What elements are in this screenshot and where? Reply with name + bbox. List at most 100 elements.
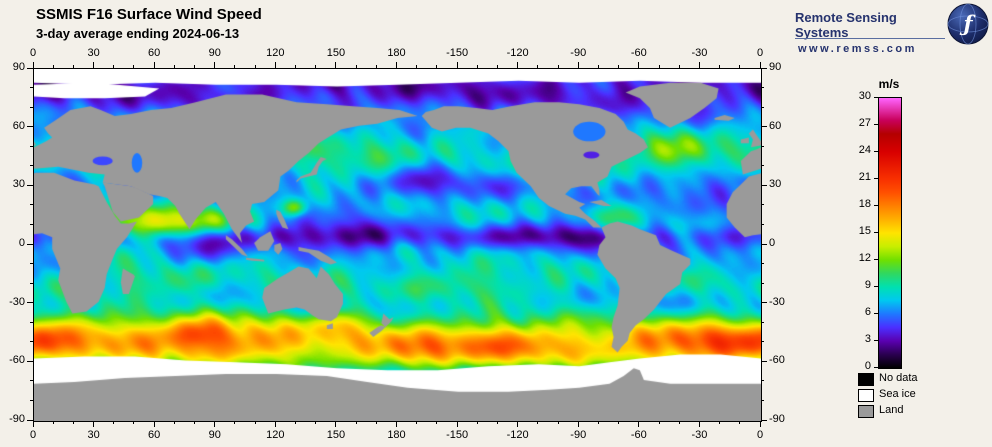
colorbar-tick-label: 21 <box>858 171 871 183</box>
lon-axis-label: 180 <box>387 47 406 59</box>
lat-axis-label: 0 <box>769 237 776 249</box>
lon-axis-tick <box>335 62 337 68</box>
lat-axis-tick <box>27 126 33 128</box>
lon-axis-tick <box>658 65 660 68</box>
remss-globe-icon: ƒ <box>947 3 989 45</box>
lon-axis-tick <box>274 62 276 68</box>
land-swatch <box>858 405 874 418</box>
remss-logo-name: Remote Sensing Systems <box>795 10 897 40</box>
lon-axis-tick <box>416 65 418 68</box>
colorbar-tick-label: 12 <box>858 252 871 264</box>
colorbar-tick <box>874 258 878 260</box>
lat-axis-tick <box>30 145 33 147</box>
colorbar-tick-label: 15 <box>858 225 871 237</box>
lon-axis-tick <box>214 421 216 427</box>
lon-axis-label: 0 <box>29 429 37 441</box>
lon-axis-label: -30 <box>691 429 708 441</box>
lat-axis-tick <box>27 302 33 304</box>
lon-axis-tick <box>153 62 155 68</box>
lat-axis-tick <box>27 184 33 186</box>
lon-axis-tick <box>759 421 761 427</box>
page-subtitle: 3-day average ending 2024-06-13 <box>36 26 240 41</box>
lon-axis-tick <box>72 421 74 424</box>
lon-axis-tick <box>234 421 236 424</box>
lon-axis-tick <box>638 62 640 68</box>
colorbar-tick-label: 6 <box>864 306 871 318</box>
colorbar-tick-label: 9 <box>864 279 871 291</box>
lat-axis-tick <box>30 87 33 89</box>
lon-axis-tick <box>254 65 256 68</box>
lat-axis-tick <box>30 165 33 167</box>
lat-axis-tick <box>30 106 33 108</box>
colorbar-tick <box>874 366 878 368</box>
lat-axis-tick <box>30 282 33 284</box>
lon-axis-tick <box>214 62 216 68</box>
lon-axis-tick <box>335 421 337 427</box>
lat-axis-tick <box>761 67 767 69</box>
legend-label-land: Land <box>879 404 904 416</box>
lat-axis-label: 30 <box>12 178 25 191</box>
lat-axis-label: 0 <box>18 237 25 249</box>
lon-axis-tick <box>597 65 599 68</box>
lat-axis-label: -30 <box>769 295 785 308</box>
lat-axis-tick <box>761 184 767 186</box>
lat-axis-tick <box>27 360 33 362</box>
lon-axis-label: -60 <box>630 47 647 59</box>
lon-axis-tick <box>476 65 478 68</box>
lon-axis-label: 0 <box>756 429 764 441</box>
lon-axis-tick <box>759 62 761 68</box>
lat-axis-tick <box>761 282 764 284</box>
colorbar-tick <box>874 123 878 125</box>
lat-axis-tick <box>761 419 767 421</box>
lon-axis-label: 60 <box>148 429 161 441</box>
lat-axis-tick <box>761 145 764 147</box>
lat-axis-label: -60 <box>769 354 785 367</box>
lat-axis-label: 30 <box>769 178 782 191</box>
lat-axis-label: -30 <box>9 295 25 308</box>
lon-axis-tick <box>678 65 680 68</box>
lon-axis-tick <box>254 421 256 424</box>
lat-axis-tick <box>30 380 33 382</box>
lon-axis-tick <box>698 421 700 427</box>
lon-axis-tick <box>618 421 620 424</box>
lon-axis-label: 0 <box>756 47 764 59</box>
lat-axis-tick <box>761 302 767 304</box>
lon-axis-label: -60 <box>630 429 647 441</box>
lat-axis-tick <box>27 67 33 69</box>
colorbar-tick <box>874 285 878 287</box>
lon-axis-tick <box>416 421 418 424</box>
lon-axis-tick <box>32 62 34 68</box>
lat-axis-label: 60 <box>12 119 25 132</box>
lon-axis-tick <box>396 62 397 68</box>
lon-axis-tick <box>456 421 458 427</box>
lon-axis-tick <box>496 65 498 68</box>
colorbar-tick <box>874 204 878 206</box>
lon-axis-tick <box>72 65 74 68</box>
lat-axis-tick <box>761 321 764 323</box>
lon-axis-tick <box>456 62 458 68</box>
lat-axis-tick <box>761 263 764 265</box>
colorbar-tick <box>874 96 878 98</box>
lon-axis-tick <box>396 421 397 427</box>
lon-axis-label: -120 <box>506 429 529 441</box>
lat-axis-label: -90 <box>9 413 25 425</box>
lon-axis-tick <box>678 421 680 424</box>
lon-axis-tick <box>234 65 236 68</box>
no-data-swatch <box>858 373 874 386</box>
lon-axis-tick <box>355 421 357 424</box>
lon-axis-tick <box>517 421 519 427</box>
colorbar-tick-label: 0 <box>864 360 871 372</box>
colorbar-tick-label: 18 <box>858 198 871 210</box>
lat-axis-tick <box>761 204 764 206</box>
lon-axis-tick <box>436 65 438 68</box>
lon-axis-tick <box>375 65 377 68</box>
lon-axis-tick <box>577 62 579 68</box>
lat-axis-tick <box>30 341 33 343</box>
lat-axis-label: -90 <box>769 413 785 425</box>
colorbar-tick <box>874 150 878 152</box>
lon-axis-tick <box>476 421 478 424</box>
lon-axis-tick <box>557 421 559 424</box>
logo-divider <box>795 38 945 39</box>
remss-url-link[interactable]: www.remss.com <box>798 43 917 55</box>
lon-axis-tick <box>295 421 297 424</box>
